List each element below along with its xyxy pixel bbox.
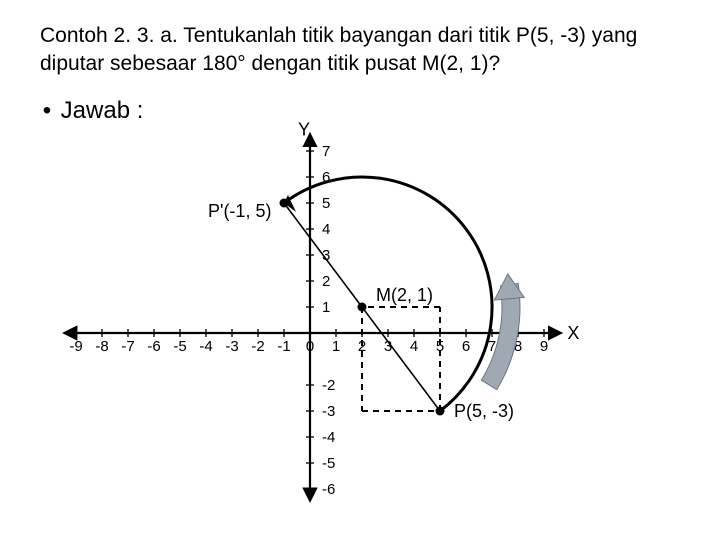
svg-text:-4: -4 <box>322 429 335 446</box>
label-P: P(5, -3) <box>454 401 514 421</box>
point-P <box>436 407 445 416</box>
point-M <box>358 303 367 312</box>
svg-text:-3: -3 <box>322 403 335 420</box>
svg-text:-5: -5 <box>322 455 335 472</box>
svg-text:-2: -2 <box>251 338 264 355</box>
svg-text:9: 9 <box>540 338 548 355</box>
svg-text:6: 6 <box>462 338 470 355</box>
svg-text:4: 4 <box>322 221 330 238</box>
svg-text:5: 5 <box>436 338 444 355</box>
svg-text:-3: -3 <box>225 338 238 355</box>
svg-text:-2: -2 <box>322 377 335 394</box>
svg-text:0: 0 <box>306 338 314 355</box>
svg-text:-1: -1 <box>277 338 290 355</box>
question-text: Contoh 2. 3. a. Tentukanlah titik bayang… <box>40 22 680 79</box>
svg-text:-9: -9 <box>69 338 82 355</box>
svg-text:4: 4 <box>410 338 418 355</box>
svg-text:-4: -4 <box>199 338 212 355</box>
answer-label: Jawab : <box>61 97 144 124</box>
y-axis-label: Y <box>298 119 310 139</box>
svg-text:-6: -6 <box>322 481 335 498</box>
svg-text:-8: -8 <box>95 338 108 355</box>
svg-text:5: 5 <box>322 195 330 212</box>
x-axis-label: X <box>567 323 579 343</box>
coordinate-plot: -9-8-7-6-5-4-3-2-101234567891234567-2-3-… <box>55 128 655 528</box>
svg-text:1: 1 <box>322 299 330 316</box>
svg-text:-7: -7 <box>121 338 134 355</box>
svg-text:7: 7 <box>322 143 330 160</box>
label-Pp: P'(-1, 5) <box>208 201 271 221</box>
label-M: M(2, 1) <box>376 285 433 305</box>
svg-text:2: 2 <box>358 338 366 355</box>
svg-text:-6: -6 <box>147 338 160 355</box>
svg-text:1: 1 <box>332 338 340 355</box>
point-Pp <box>280 199 289 208</box>
svg-text:-5: -5 <box>173 338 186 355</box>
svg-text:2: 2 <box>322 273 330 290</box>
bullet: • <box>40 97 54 125</box>
